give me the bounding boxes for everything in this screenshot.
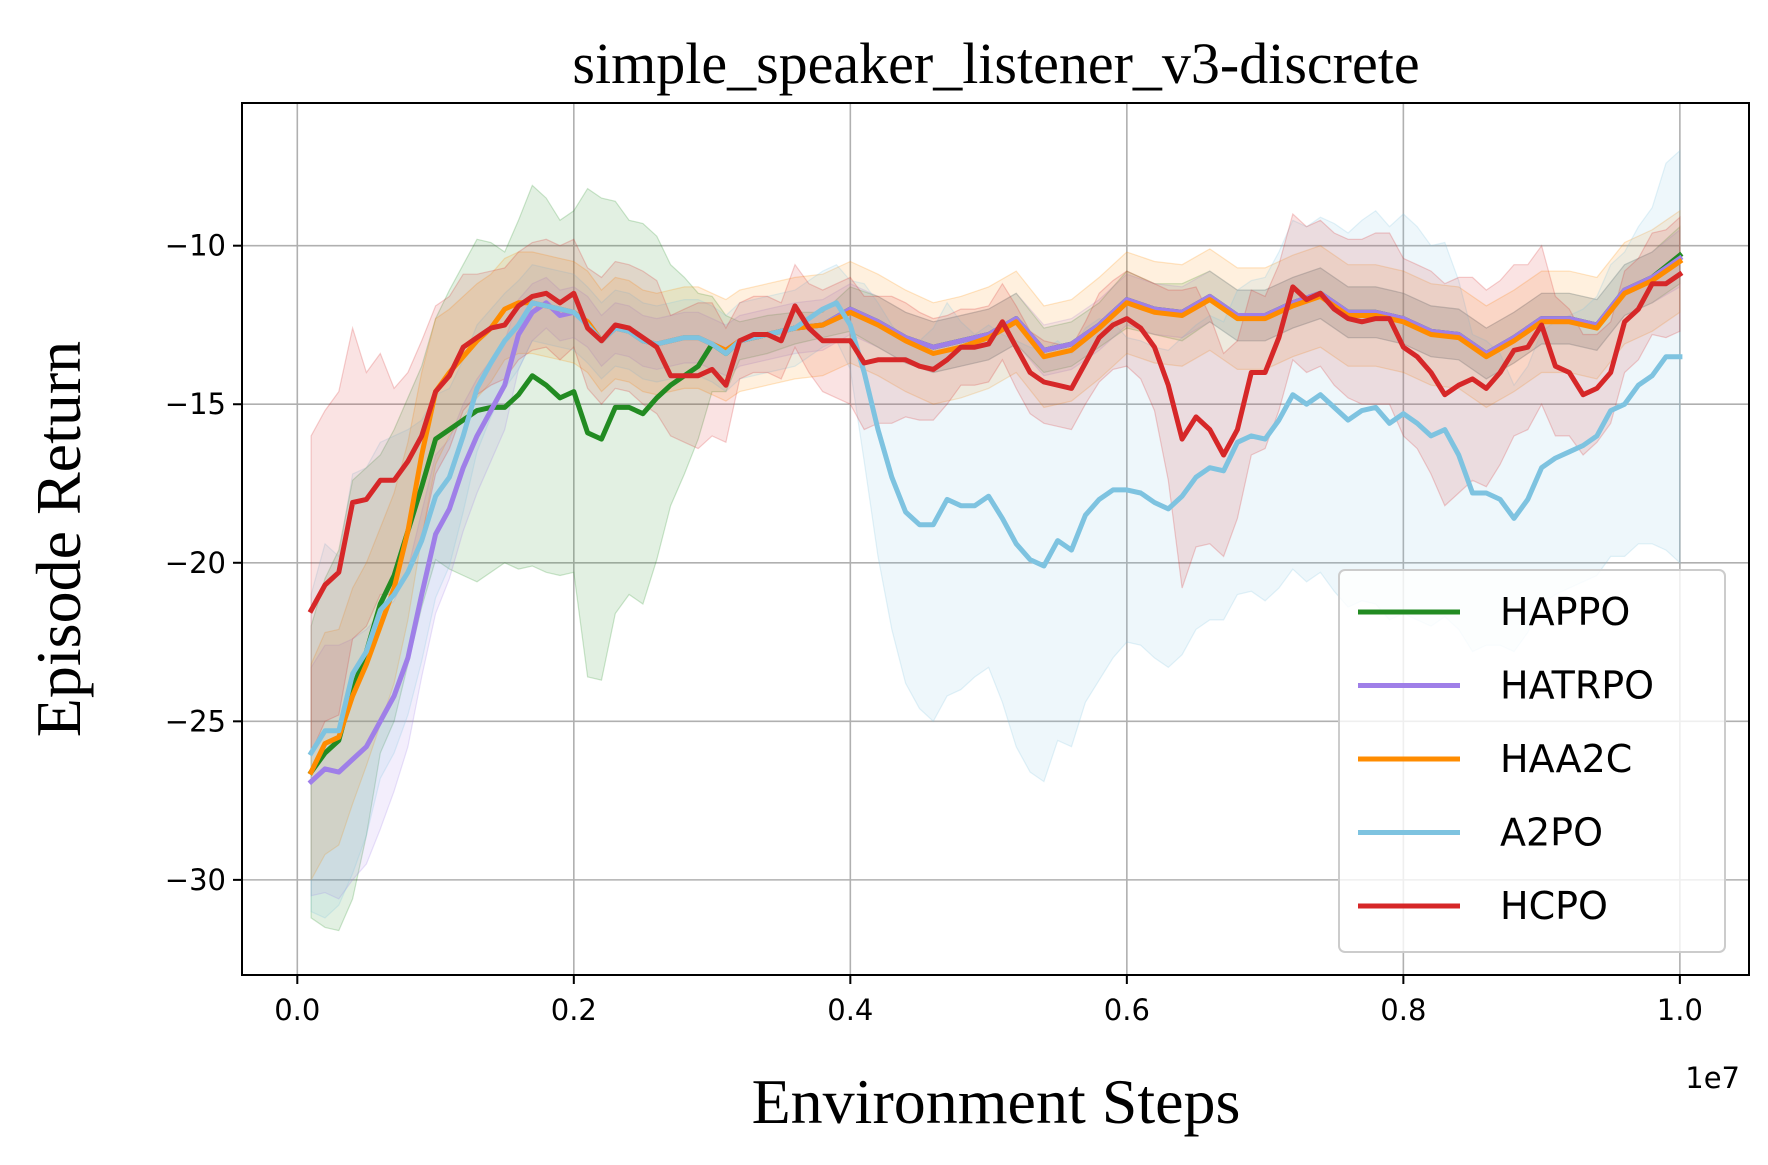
band-happo	[310, 184, 1681, 932]
legend-label-hatrpo: HATRPO	[1500, 664, 1654, 708]
y-tick-label: −10	[165, 229, 226, 263]
x-tick-label: 0.2	[551, 993, 597, 1027]
y-axis-label: Episode Return	[23, 341, 94, 737]
line-a2po	[307, 300, 1683, 757]
x-axis-label: Environment Steps	[752, 1066, 1241, 1137]
legend-label-a2po: A2PO	[1500, 811, 1603, 855]
x-axis-offset-label: 1e7	[1685, 1061, 1740, 1095]
y-tick-label: −25	[165, 704, 226, 738]
legend-items: HAPPO HATRPO HAA2C A2PO HCPO	[1358, 590, 1654, 928]
x-axis-ticks: 0.0 0.2 0.4 0.6 0.8 1.0	[274, 975, 1703, 1027]
band-hcpo	[310, 212, 1681, 754]
y-axis-ticks: −10 −15 −20 −25 −30	[165, 229, 242, 897]
legend-label-hcpo: HCPO	[1500, 884, 1608, 928]
y-tick-label: −30	[165, 863, 226, 897]
x-tick-label: 0.8	[1380, 993, 1426, 1027]
legend-label-haa2c: HAA2C	[1500, 737, 1632, 781]
line-hcpo	[307, 270, 1684, 614]
band-hatrpo	[310, 228, 1681, 900]
plot-frame	[241, 102, 1750, 976]
chart-title: simple_speaker_listener_v3-discrete	[572, 31, 1419, 96]
band-haa2c	[310, 209, 1681, 881]
legend-label-happo: HAPPO	[1500, 590, 1630, 634]
y-tick-label: −15	[165, 387, 226, 421]
series-lines	[307, 251, 1684, 786]
legend: HAPPO HATRPO HAA2C A2PO HCPO	[1338, 569, 1726, 953]
y-tick-label: −20	[165, 546, 226, 580]
x-tick-label: 0.4	[827, 993, 873, 1027]
legend-box	[1338, 569, 1726, 953]
x-tick-label: 0.6	[1104, 993, 1150, 1027]
x-tick-label: 0.0	[274, 993, 320, 1027]
x-tick-label: 1.0	[1657, 993, 1703, 1027]
